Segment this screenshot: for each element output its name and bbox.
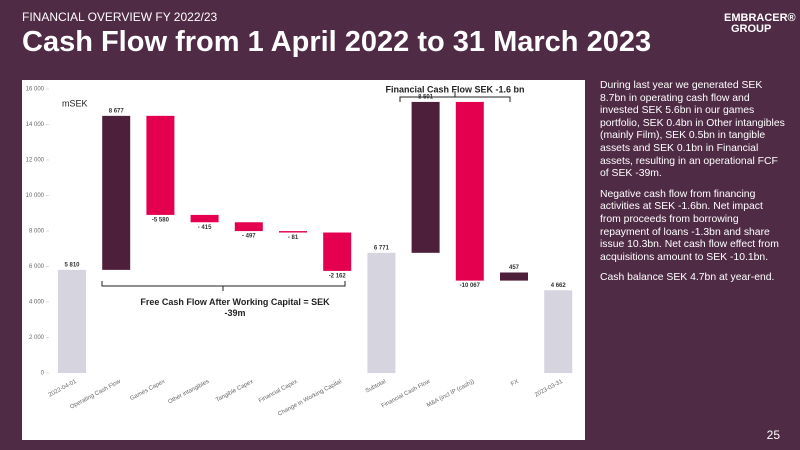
data-label: 8 501 — [418, 95, 434, 101]
x-tick-label: 2023-03-31 — [534, 379, 565, 399]
paragraph: During last year we generated SEK 8.7bn … — [600, 80, 785, 180]
x-tick-label: M&A (incl IP (cash)) — [426, 379, 476, 409]
bar — [234, 222, 263, 232]
data-label: - 81 — [288, 235, 299, 241]
x-tick-label: Tangible Capex — [215, 379, 254, 404]
data-label: 5 810 — [64, 262, 80, 268]
commentary: During last year we generated SEK 8.7bn … — [600, 80, 786, 293]
data-label: 457 — [509, 265, 520, 271]
y-tick-label: 14 000 — [26, 122, 45, 128]
x-tick-label: Games Capex — [129, 379, 166, 402]
page-number: 25 — [766, 428, 780, 442]
data-label: - 497 — [242, 234, 256, 240]
bar — [190, 214, 219, 223]
data-label: -2 162 — [329, 273, 347, 279]
bar — [367, 252, 396, 373]
bracket — [399, 91, 511, 102]
x-tick-label: Financial Cash Flow — [381, 379, 432, 410]
annotation: Financial Cash Flow SEK -1.6 bn — [385, 84, 524, 94]
x-tick-label: Operating Cash Flow — [69, 379, 122, 411]
logo: EMBRACER® GROUP — [724, 13, 796, 35]
x-tick-label: Other intangibles — [167, 379, 210, 406]
bracket — [101, 281, 346, 291]
annotation: Free Cash Flow After Working Capital = S… — [140, 297, 330, 318]
y-tick-label: 6 000 — [29, 264, 45, 270]
y-tick-label: 16 000 — [26, 87, 45, 93]
paragraph: Negative cash flow from financing activi… — [600, 188, 779, 263]
x-tick-label: 2022-04-01 — [48, 379, 79, 399]
bar — [323, 232, 352, 271]
bar — [102, 115, 131, 270]
slide-title: Cash Flow from 1 April 2022 to 31 March … — [22, 26, 652, 58]
paragraph: Cash balance SEK 4.7bn at year-end. — [600, 272, 775, 284]
section-label: FINANCIAL OVERVIEW FY 2022/23 — [22, 10, 218, 24]
data-label: 6 771 — [374, 245, 390, 251]
bar — [455, 101, 484, 281]
y-tick-label: 10 000 — [26, 193, 45, 199]
logo-line: GROUP — [731, 23, 772, 35]
data-label: - 415 — [198, 225, 212, 231]
y-tick-label: 2 000 — [29, 335, 45, 341]
chart: mSEK Financial Cash Flow SEK -1.6 bn 0 2 … — [26, 84, 573, 418]
bar — [544, 290, 573, 373]
bar — [58, 269, 86, 373]
y-tick-label: 12 000 — [26, 158, 45, 164]
bar — [500, 272, 528, 281]
unit-label: mSEK — [62, 98, 88, 108]
y-tick-label: 0 — [41, 371, 45, 377]
data-label: 8 677 — [109, 108, 125, 114]
bar — [411, 101, 440, 253]
data-label: 4 662 — [551, 283, 567, 289]
bar — [279, 231, 307, 233]
bar — [146, 115, 175, 215]
data-label: -5 580 — [152, 217, 170, 223]
y-tick-label: 8 000 — [29, 229, 45, 235]
y-tick-label: 4 000 — [29, 300, 45, 306]
x-tick-label: FX — [510, 379, 520, 388]
data-label: -10 067 — [460, 283, 481, 289]
x-tick-label: Subtotal — [365, 379, 387, 395]
logo-line: EMBRACER® — [724, 12, 796, 24]
x-tick-label: Financial Capex — [258, 379, 299, 404]
chart-box: mSEK Financial Cash Flow SEK -1.6 bn 0 2 … — [22, 80, 585, 440]
